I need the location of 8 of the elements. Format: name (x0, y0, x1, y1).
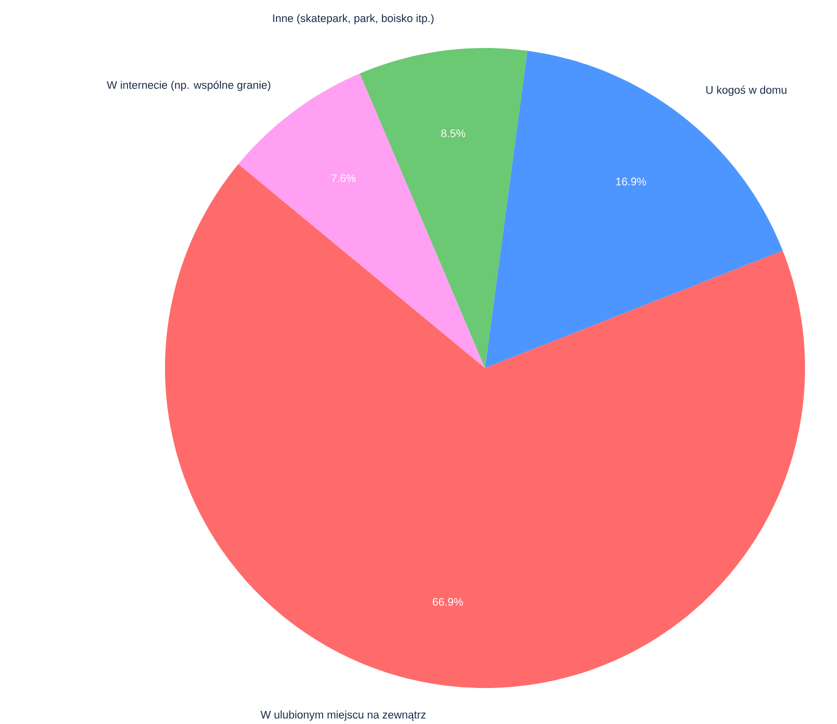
slice-label: U kogoś w domu (706, 86, 786, 96)
slice-label: W internecie (np. wspólne granie) (106, 80, 270, 91)
data-label: 16.9% (616, 178, 646, 186)
slice-label: W ulubionym miejscu na zewnątrz (260, 710, 426, 721)
data-label: 66.9% (432, 598, 463, 606)
slice-label: Inne (skatepark, park, boisko itp.) (273, 14, 434, 24)
data-label: 7.6% (331, 174, 356, 182)
data-label: 8.5% (441, 129, 466, 138)
